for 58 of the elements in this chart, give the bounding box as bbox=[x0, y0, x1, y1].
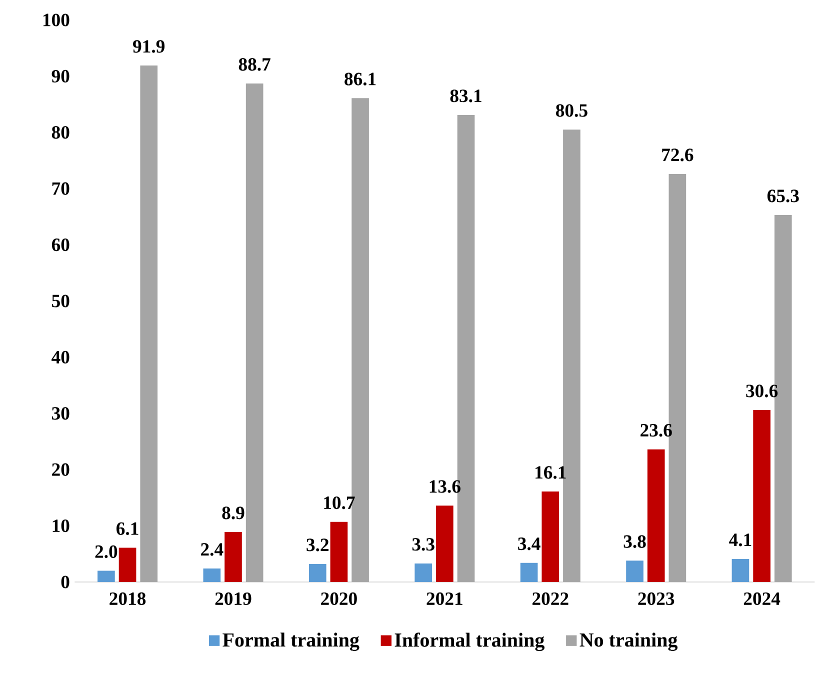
data-label: 30.6 bbox=[746, 384, 778, 398]
data-label: 8.9 bbox=[222, 506, 244, 520]
y-tick-label: 20 bbox=[52, 463, 70, 476]
y-tick-label: 40 bbox=[52, 350, 70, 364]
data-label: 23.6 bbox=[640, 424, 672, 437]
data-label: 83.1 bbox=[450, 90, 482, 102]
y-tick-label: 70 bbox=[52, 182, 70, 195]
bar bbox=[753, 410, 770, 582]
data-label: 13.6 bbox=[430, 480, 460, 493]
data-label: 72.6 bbox=[662, 148, 694, 162]
data-label: 65.3 bbox=[767, 190, 799, 202]
bar bbox=[308, 564, 326, 582]
y-tick-label: 50 bbox=[52, 294, 70, 308]
bar bbox=[98, 570, 115, 582]
data-label: 3.4 bbox=[518, 538, 540, 550]
data-label: 91.9 bbox=[133, 40, 165, 53]
y-tick-label: 100 bbox=[43, 14, 70, 26]
bar bbox=[626, 560, 644, 582]
bar bbox=[203, 568, 221, 582]
bar bbox=[647, 449, 665, 582]
legend-label: Informal training bbox=[394, 632, 544, 652]
bar bbox=[520, 562, 538, 582]
data-label: 3.2 bbox=[306, 538, 328, 552]
data-label: 16.1 bbox=[536, 466, 566, 479]
data-label: 2.0 bbox=[95, 545, 118, 558]
bar bbox=[414, 563, 432, 582]
data-label: 3.8 bbox=[624, 535, 646, 548]
bar bbox=[118, 548, 136, 582]
y-tick-label: 30 bbox=[52, 407, 70, 420]
legend-label: Formal training bbox=[222, 632, 360, 651]
bar bbox=[140, 66, 158, 582]
y-tick-label: 10 bbox=[52, 519, 70, 532]
y-tick-label: 0 bbox=[61, 576, 70, 588]
x-tick-label: 2018 bbox=[110, 592, 146, 606]
bar bbox=[732, 558, 750, 582]
legend-label: No training bbox=[580, 632, 678, 651]
x-tick-label: 2020 bbox=[321, 592, 357, 606]
bar bbox=[542, 492, 560, 582]
data-label: 3.3 bbox=[412, 538, 434, 551]
x-tick-label: 2019 bbox=[215, 592, 252, 606]
y-tick-label: 60 bbox=[52, 238, 70, 252]
data-label: 2.4 bbox=[201, 543, 224, 556]
data-label: 10.7 bbox=[324, 496, 355, 510]
y-tick-label: 80 bbox=[52, 126, 70, 139]
data-label: 88.7 bbox=[238, 58, 270, 71]
x-tick-label: 2024 bbox=[744, 592, 780, 606]
y-tick-label: 90 bbox=[52, 70, 70, 82]
data-label: 86.1 bbox=[344, 72, 376, 86]
bar bbox=[330, 522, 348, 582]
bar bbox=[436, 506, 454, 582]
bar bbox=[246, 84, 264, 582]
data-label: 6.1 bbox=[116, 522, 138, 536]
x-tick-label: 2021 bbox=[426, 592, 462, 606]
data-label: 80.5 bbox=[556, 104, 588, 117]
x-tick-label: 2022 bbox=[532, 592, 568, 606]
bar bbox=[224, 532, 242, 582]
data-label: 4.1 bbox=[729, 534, 752, 546]
x-tick-label: 2023 bbox=[638, 592, 674, 606]
